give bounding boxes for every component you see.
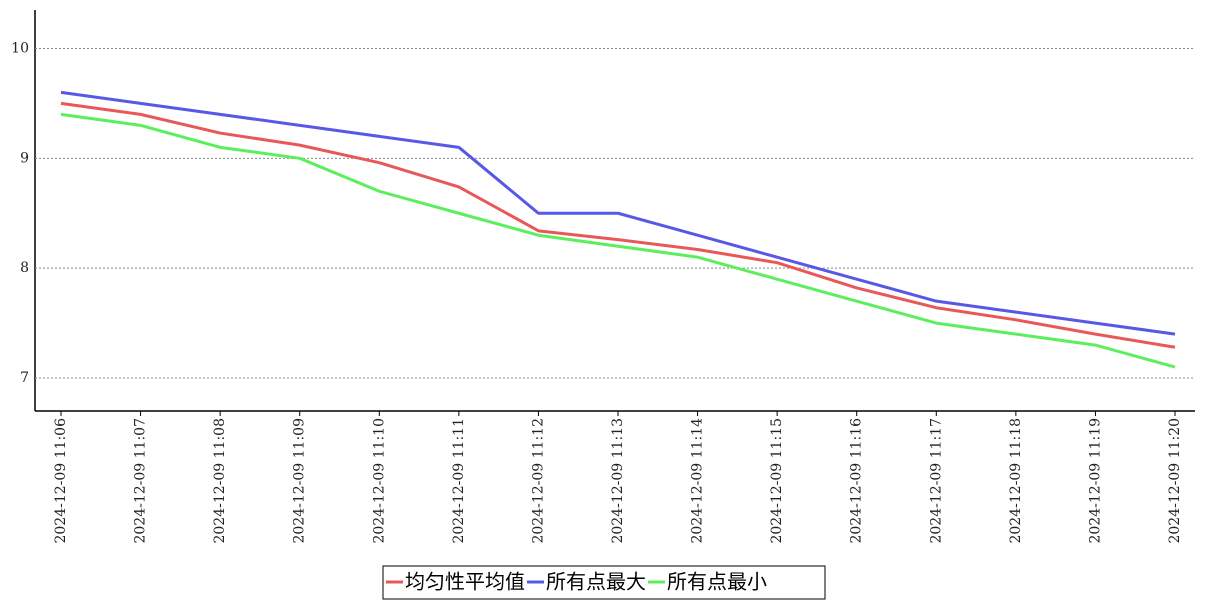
x-tick-label: 2024-12-09 11:13 <box>610 418 626 544</box>
legend-box <box>382 565 826 600</box>
y-tick-label: 9 <box>20 150 29 166</box>
legend-label: 所有点最小 <box>667 570 767 594</box>
x-tick-label: 2024-12-09 11:07 <box>133 418 149 544</box>
x-tick-label: 2024-12-09 11:20 <box>1167 418 1183 544</box>
legend-label: 所有点最大 <box>546 570 646 594</box>
x-tick-label: 2024-12-09 11:15 <box>769 418 785 544</box>
x-tick-label: 2024-12-09 11:08 <box>212 418 228 544</box>
x-tick-label: 2024-12-09 11:19 <box>1087 418 1103 544</box>
y-tick-label: 10 <box>11 40 29 56</box>
x-tick-label: 2024-12-09 11:09 <box>292 418 308 544</box>
x-tick-label: 2024-12-09 11:18 <box>1008 418 1024 544</box>
legend-label: 均匀性平均值 <box>405 570 525 594</box>
x-tick-label: 2024-12-09 11:16 <box>849 418 865 544</box>
y-tick-label: 8 <box>20 260 29 276</box>
line-series <box>60 112 1176 369</box>
x-tick-label: 2024-12-09 11:06 <box>53 418 69 544</box>
line-series <box>60 101 1176 349</box>
y-tick-label: 7 <box>20 370 29 386</box>
line-series <box>60 90 1176 336</box>
x-tick-label: 2024-12-09 11:17 <box>928 418 944 544</box>
x-tick-label: 2024-12-09 11:12 <box>530 418 546 544</box>
x-tick-label: 2024-12-09 11:10 <box>371 418 387 544</box>
x-tick-label: 2024-12-09 11:14 <box>690 418 706 544</box>
x-tick-label: 2024-12-09 11:11 <box>451 418 467 544</box>
